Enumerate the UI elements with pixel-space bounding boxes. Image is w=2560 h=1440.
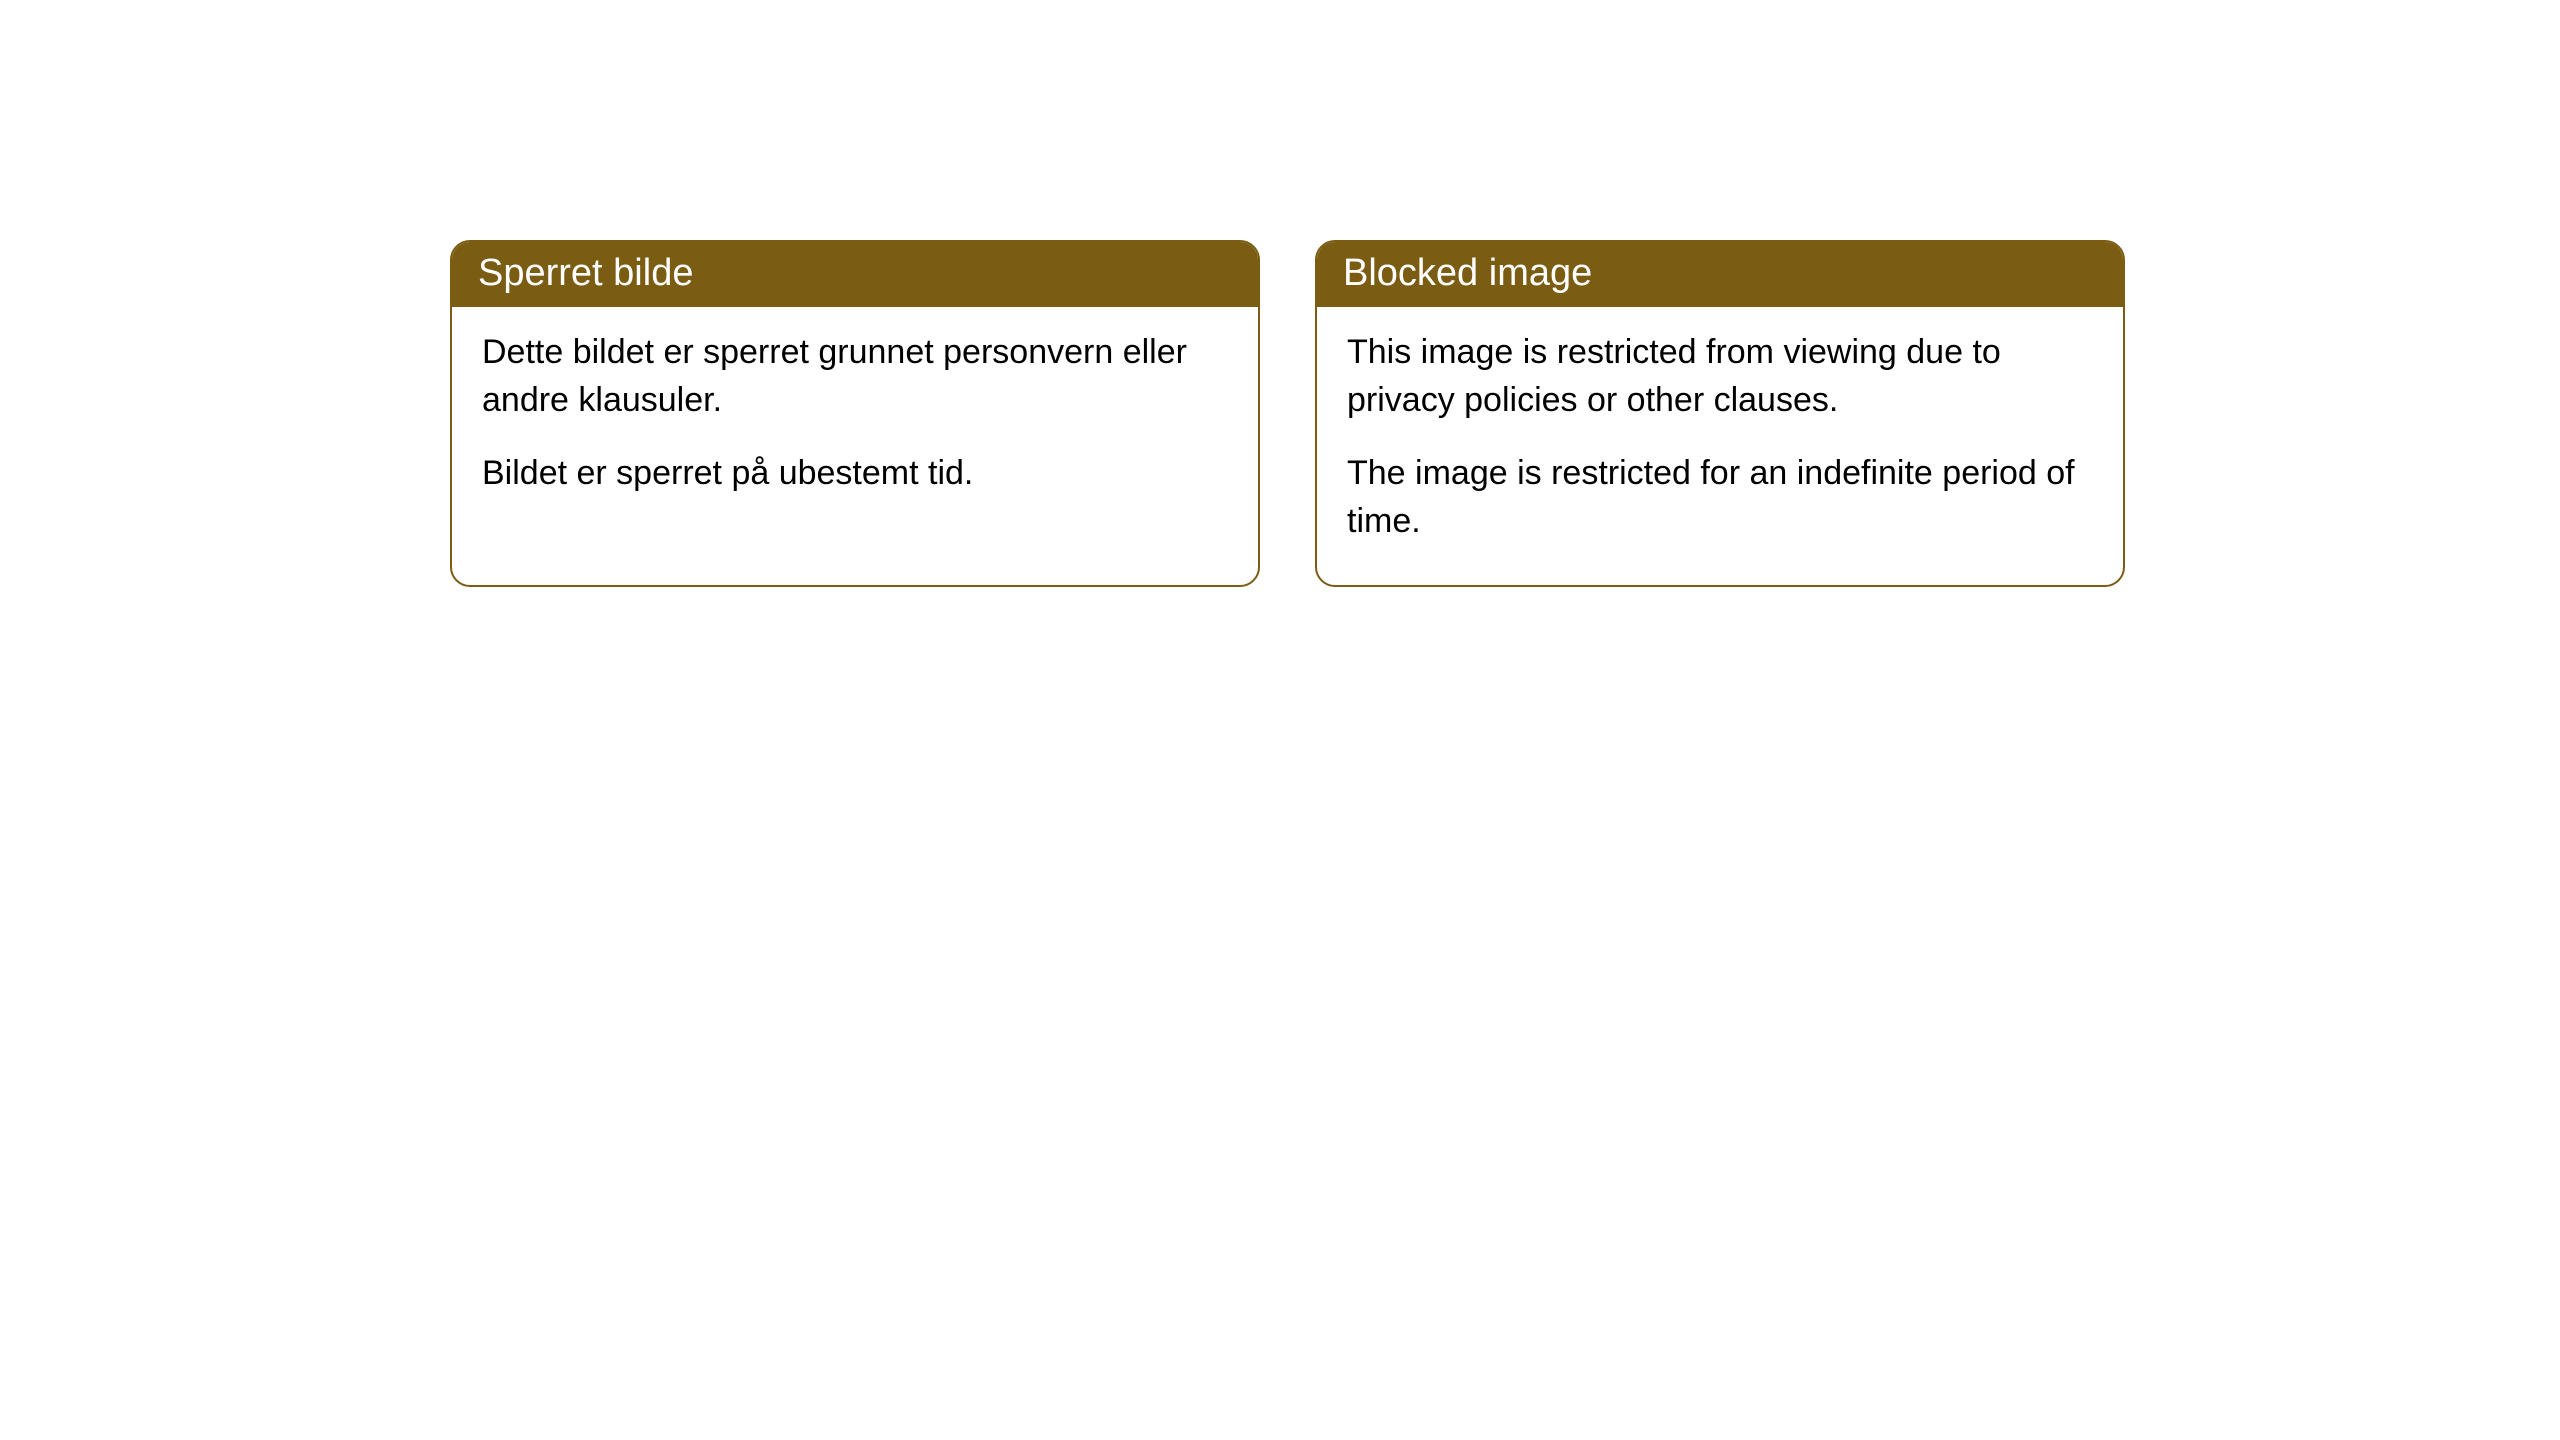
card-body-norwegian: Dette bildet er sperret grunnet personve… bbox=[452, 307, 1258, 538]
card-header-norwegian: Sperret bilde bbox=[452, 242, 1258, 307]
card-text-english-1: This image is restricted from viewing du… bbox=[1347, 329, 2093, 424]
card-header-english: Blocked image bbox=[1317, 242, 2123, 307]
card-english: Blocked image This image is restricted f… bbox=[1315, 240, 2125, 587]
cards-container: Sperret bilde Dette bildet er sperret gr… bbox=[0, 0, 2560, 587]
card-text-norwegian-1: Dette bildet er sperret grunnet personve… bbox=[482, 329, 1228, 424]
card-text-norwegian-2: Bildet er sperret på ubestemt tid. bbox=[482, 450, 1228, 498]
card-text-english-2: The image is restricted for an indefinit… bbox=[1347, 450, 2093, 545]
card-norwegian: Sperret bilde Dette bildet er sperret gr… bbox=[450, 240, 1260, 587]
card-body-english: This image is restricted from viewing du… bbox=[1317, 307, 2123, 585]
